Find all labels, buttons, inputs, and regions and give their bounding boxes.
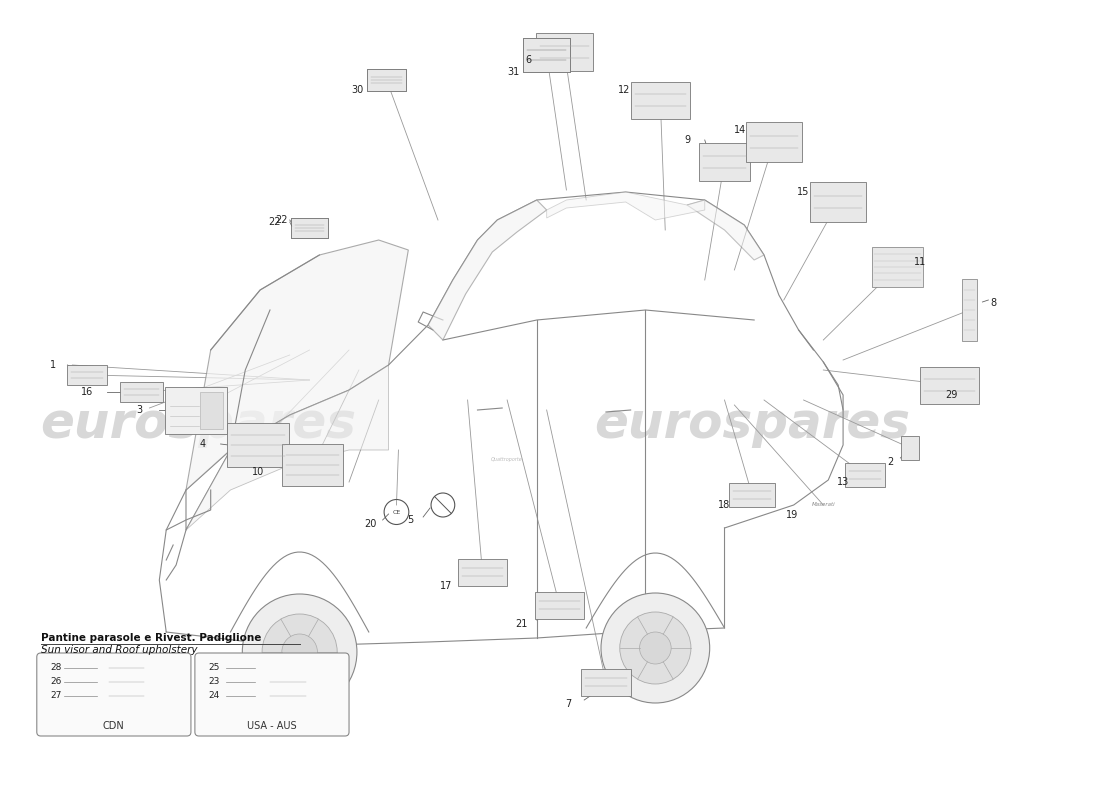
FancyBboxPatch shape [228, 423, 289, 467]
Text: eurospares: eurospares [594, 400, 910, 448]
FancyBboxPatch shape [165, 386, 227, 434]
FancyBboxPatch shape [537, 34, 593, 70]
Text: 2: 2 [888, 457, 893, 467]
Text: 30: 30 [351, 85, 363, 95]
Text: CDN: CDN [103, 721, 124, 731]
Text: 11: 11 [914, 257, 926, 267]
Text: 25: 25 [209, 663, 220, 673]
FancyBboxPatch shape [366, 69, 406, 91]
FancyBboxPatch shape [962, 279, 977, 341]
FancyBboxPatch shape [366, 69, 406, 91]
Text: Quattroporte: Quattroporte [492, 458, 522, 462]
Text: 7: 7 [565, 699, 572, 709]
Text: Maserati: Maserati [812, 502, 835, 507]
Text: 13: 13 [837, 477, 849, 487]
Text: 4: 4 [200, 439, 206, 449]
Text: 22: 22 [276, 215, 288, 225]
Text: 5: 5 [407, 515, 414, 525]
Text: 12: 12 [617, 85, 630, 95]
FancyBboxPatch shape [36, 653, 191, 736]
FancyBboxPatch shape [266, 675, 309, 689]
FancyBboxPatch shape [282, 444, 343, 486]
Text: 31: 31 [507, 67, 519, 77]
Text: 28: 28 [51, 663, 62, 673]
Text: CE: CE [393, 510, 400, 514]
Circle shape [619, 612, 691, 684]
Text: 22: 22 [268, 217, 282, 227]
Text: eurospares: eurospares [40, 400, 356, 448]
Text: 21: 21 [515, 619, 527, 629]
Polygon shape [428, 200, 547, 340]
Text: Pantine parasole e Rivest. Padiglione: Pantine parasole e Rivest. Padiglione [41, 633, 261, 643]
FancyBboxPatch shape [104, 661, 148, 675]
Text: 17: 17 [440, 581, 452, 591]
Polygon shape [547, 192, 705, 220]
Text: 3: 3 [136, 405, 143, 415]
FancyBboxPatch shape [104, 675, 148, 689]
Circle shape [282, 634, 318, 670]
Text: 10: 10 [252, 467, 264, 477]
Polygon shape [688, 200, 764, 260]
Text: 24: 24 [209, 691, 220, 701]
FancyBboxPatch shape [810, 182, 867, 222]
Circle shape [242, 594, 356, 710]
FancyBboxPatch shape [195, 653, 349, 736]
Text: 26: 26 [51, 678, 62, 686]
FancyBboxPatch shape [104, 689, 148, 703]
Circle shape [639, 632, 671, 664]
Text: 8: 8 [990, 298, 997, 308]
Text: 1: 1 [50, 360, 56, 370]
Text: 16: 16 [81, 387, 94, 397]
Text: 6: 6 [526, 55, 532, 65]
Text: 27: 27 [51, 691, 62, 701]
FancyBboxPatch shape [200, 391, 222, 429]
FancyBboxPatch shape [120, 382, 163, 402]
Polygon shape [186, 240, 408, 490]
Text: 19: 19 [785, 510, 798, 520]
FancyBboxPatch shape [921, 366, 979, 403]
FancyBboxPatch shape [845, 463, 884, 487]
Text: 23: 23 [209, 678, 220, 686]
FancyBboxPatch shape [901, 436, 920, 460]
FancyBboxPatch shape [729, 483, 776, 507]
Text: 18: 18 [718, 500, 730, 510]
Text: 14: 14 [734, 125, 747, 135]
FancyBboxPatch shape [524, 38, 570, 72]
Text: 29: 29 [946, 390, 958, 400]
Text: 20: 20 [364, 519, 377, 529]
Text: 15: 15 [798, 187, 810, 197]
Text: 9: 9 [684, 135, 690, 145]
FancyBboxPatch shape [292, 218, 328, 238]
FancyBboxPatch shape [746, 122, 802, 162]
Polygon shape [186, 365, 388, 530]
FancyBboxPatch shape [266, 689, 309, 703]
FancyBboxPatch shape [67, 365, 107, 385]
Circle shape [601, 593, 710, 703]
FancyBboxPatch shape [630, 82, 690, 118]
FancyBboxPatch shape [458, 558, 507, 586]
FancyBboxPatch shape [871, 247, 923, 287]
Circle shape [262, 614, 338, 690]
FancyBboxPatch shape [581, 669, 630, 695]
FancyBboxPatch shape [524, 38, 570, 72]
Text: Sun visor and Roof upholstery: Sun visor and Roof upholstery [41, 645, 197, 655]
Text: USA - AUS: USA - AUS [248, 721, 297, 731]
FancyBboxPatch shape [535, 591, 584, 618]
FancyBboxPatch shape [292, 218, 328, 238]
FancyBboxPatch shape [698, 143, 750, 181]
